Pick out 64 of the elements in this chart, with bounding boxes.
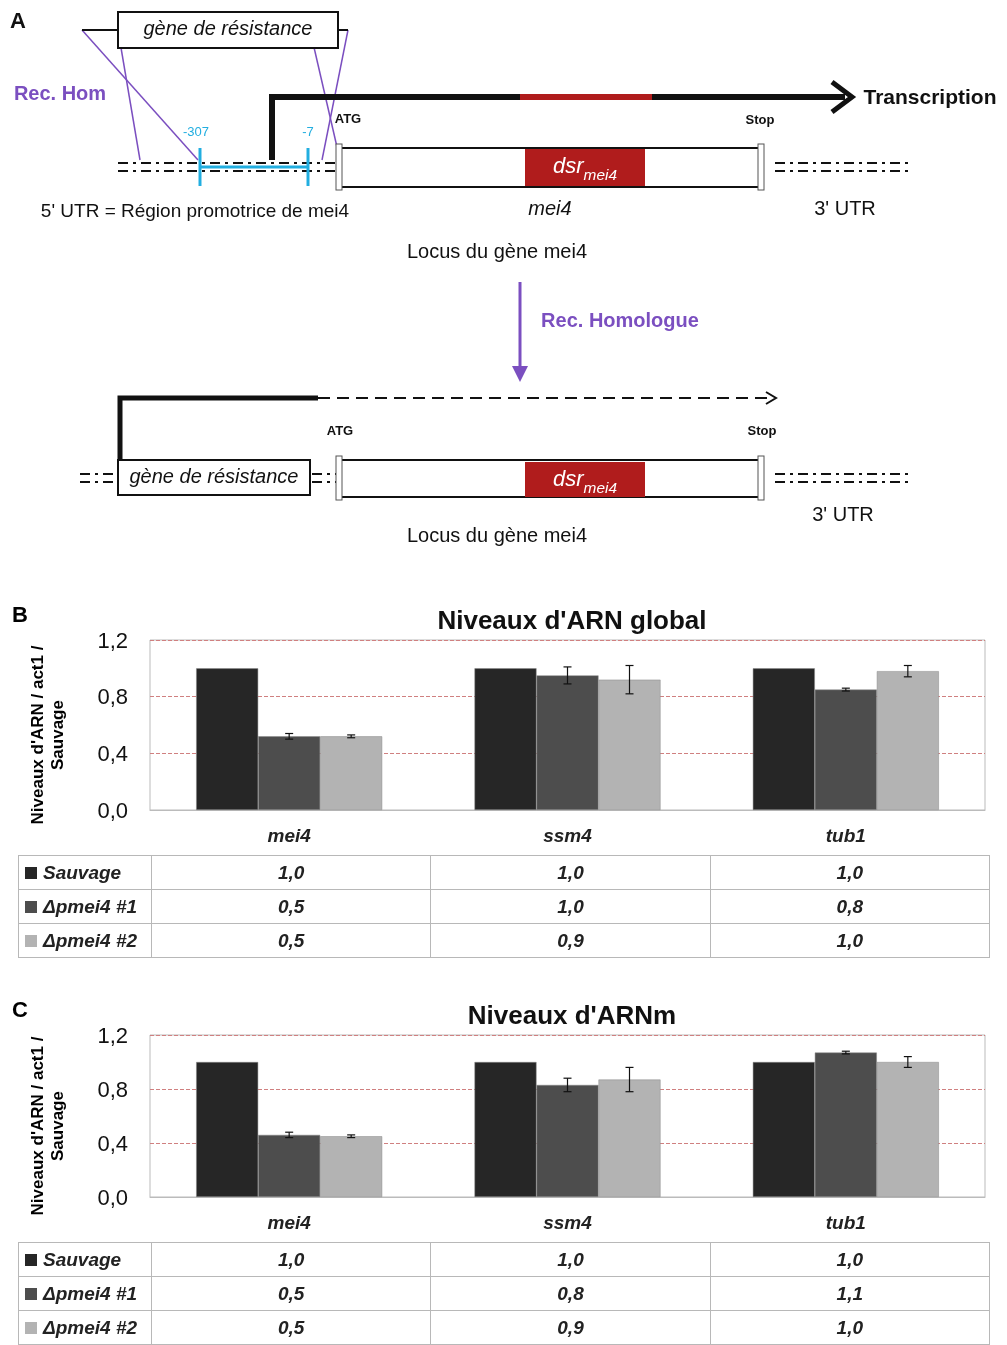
chart-title: Niveaux d'ARN global xyxy=(437,605,707,635)
y-tick-label: 1,2 xyxy=(97,627,128,653)
text: -7 xyxy=(302,124,314,140)
text: A xyxy=(10,7,27,33)
y-axis-title: Niveaux d'ARN / act1 / Sauvage xyxy=(28,644,68,827)
y-tick-label: 0,8 xyxy=(97,684,128,710)
text: 3' UTR xyxy=(812,503,874,526)
text: Rec. Hom xyxy=(13,82,107,105)
y-tick-label: 0,0 xyxy=(97,1184,128,1210)
text: dsr$_{mei4}$ xyxy=(553,152,617,183)
text: 5' UTR = Région promotrice de mei4 xyxy=(40,200,350,222)
text: Stop xyxy=(745,112,775,128)
chart-title: Niveaux d'ARNm xyxy=(467,1000,677,1030)
data-label: 0,9 xyxy=(430,1310,711,1345)
x-tick-label: mei4 xyxy=(267,825,312,846)
text: gène de résistance xyxy=(129,465,299,488)
data-label: 1,0 xyxy=(710,855,990,890)
data-label: 0,8 xyxy=(430,1276,711,1311)
data-label: 1,0 xyxy=(710,1242,990,1277)
x-tick-label: tub1 xyxy=(825,1212,866,1233)
legend-label: Δpmei4 #1 xyxy=(18,889,152,924)
data-label: 0,5 xyxy=(151,923,431,958)
text: 3' UTR xyxy=(814,197,876,220)
data-label: 0,5 xyxy=(151,1310,431,1345)
legend-label: Δpmei4 #2 xyxy=(18,923,152,958)
text: Stop xyxy=(747,423,777,439)
text: ATG xyxy=(334,111,362,127)
data-label: 0,9 xyxy=(430,923,711,958)
text: Locus du gène mei4 xyxy=(406,524,588,547)
text: Locus du gène mei4 xyxy=(406,240,588,263)
legend-label: Δpmei4 #2 xyxy=(18,1310,152,1345)
x-tick-label: ssm4 xyxy=(543,825,593,846)
y-tick-label: 0,4 xyxy=(97,740,128,766)
y-tick-label: 0,0 xyxy=(97,797,128,823)
data-label: 1,0 xyxy=(151,855,431,890)
text: mei4 xyxy=(528,197,572,220)
data-label: 1,0 xyxy=(151,1242,431,1277)
text: C xyxy=(12,997,28,1023)
legend-label: Δpmei4 #1 xyxy=(18,1276,152,1311)
y-tick-label: 0,4 xyxy=(97,1130,128,1156)
y-tick-label: 0,8 xyxy=(97,1076,128,1102)
data-label: 1,0 xyxy=(710,1310,990,1345)
data-label: 1,0 xyxy=(430,889,711,924)
text: ATG xyxy=(326,423,354,439)
text: dsr$_{mei4}$ xyxy=(553,465,617,496)
data-label: 1,1 xyxy=(710,1276,990,1311)
data-label: 1,0 xyxy=(430,1242,711,1277)
text: gène de résistance xyxy=(143,17,313,40)
legend-label: Sauvage xyxy=(18,1242,152,1277)
data-label: 0,8 xyxy=(710,889,990,924)
data-label: 0,5 xyxy=(151,1276,431,1311)
text: Transcription xyxy=(863,84,997,108)
data-label: 1,0 xyxy=(430,855,711,890)
data-label: 1,0 xyxy=(710,923,990,958)
text: Rec. Homologue xyxy=(541,309,699,332)
text: -307 xyxy=(182,124,210,140)
x-tick-label: tub1 xyxy=(825,825,866,846)
x-tick-label: mei4 xyxy=(267,1212,312,1233)
legend-label: Sauvage xyxy=(18,855,152,890)
y-axis-title: Niveaux d'ARN / act1 / Sauvage xyxy=(28,1035,68,1218)
x-tick-label: ssm4 xyxy=(543,1212,593,1233)
y-tick-label: 1,2 xyxy=(97,1022,128,1048)
text: B xyxy=(12,602,28,628)
data-label: 0,5 xyxy=(151,889,431,924)
